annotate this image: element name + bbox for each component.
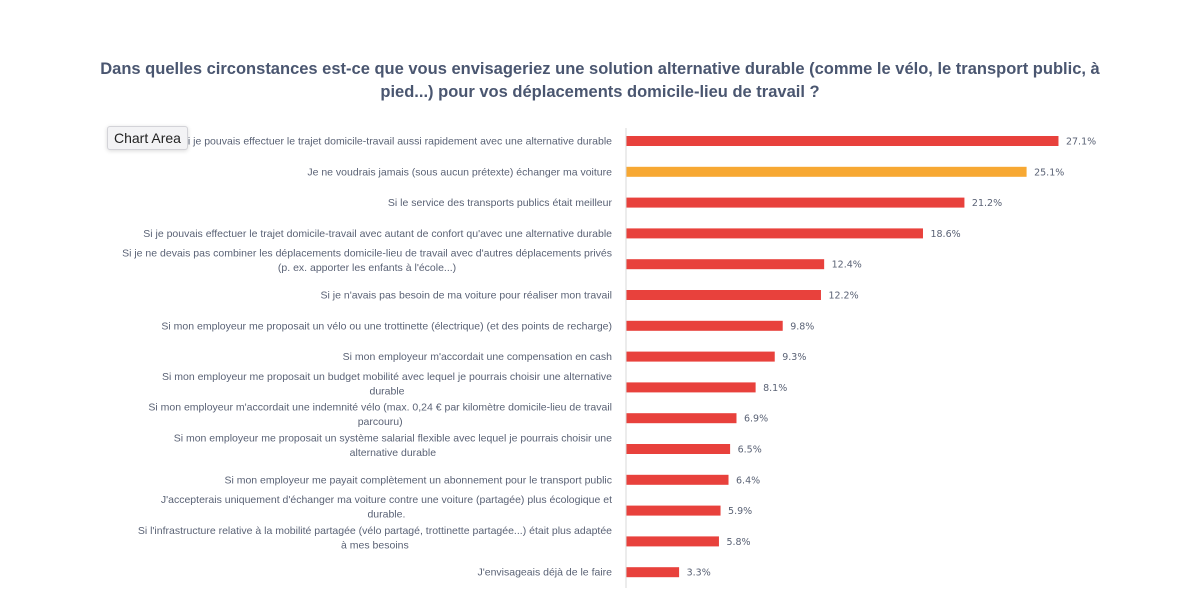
data-label: 18.6% bbox=[930, 229, 960, 240]
data-label: 6.4% bbox=[736, 475, 760, 486]
category-label: J'envisageais déjà de le faire bbox=[477, 567, 612, 579]
bar bbox=[626, 228, 923, 239]
bar bbox=[626, 197, 965, 208]
bar bbox=[626, 567, 680, 578]
category-label-line: Si mon employeur me payait complètement … bbox=[224, 474, 612, 486]
category-label: Si l'infrastructure relative à la mobili… bbox=[138, 525, 612, 552]
bar bbox=[626, 382, 756, 393]
category-label: J'accepterais uniquement d'échanger ma v… bbox=[161, 494, 612, 520]
data-label: 21.2% bbox=[972, 198, 1002, 209]
bar bbox=[626, 351, 775, 362]
category-label: Si le service des transports publics éta… bbox=[388, 197, 613, 209]
category-label: Si mon employeur me payait complètement … bbox=[224, 474, 612, 486]
category-label-line: Je ne voudrais jamais (sous aucun prétex… bbox=[307, 166, 612, 178]
category-label: Si je pouvais effectuer le trajet domici… bbox=[181, 136, 612, 148]
category-label: Si mon employeur m'accordait une compens… bbox=[343, 351, 612, 363]
category-label: Si je n'avais pas besoin de ma voiture p… bbox=[321, 290, 612, 302]
bar bbox=[626, 136, 1059, 146]
bar bbox=[626, 505, 721, 516]
category-label-line: Si je pouvais effectuer le trajet domici… bbox=[143, 228, 612, 240]
category-label-line: Si mon employeur me proposait un vélo ou… bbox=[161, 320, 612, 332]
category-label-line: Si mon employeur me proposait un système… bbox=[174, 433, 612, 445]
category-label: Si mon employeur me proposait un système… bbox=[174, 433, 612, 460]
data-label: 12.2% bbox=[828, 291, 858, 302]
category-label: Si mon employeur m'accordait une indemni… bbox=[148, 402, 612, 429]
category-label-line: Si le service des transports publics éta… bbox=[388, 197, 613, 209]
bar bbox=[626, 166, 1027, 177]
category-label: Je ne voudrais jamais (sous aucun prétex… bbox=[307, 166, 612, 178]
bar bbox=[626, 474, 729, 485]
category-label-line: J'envisageais déjà de le faire bbox=[477, 567, 612, 579]
category-label-line: Si je n'avais pas besoin de ma voiture p… bbox=[321, 290, 612, 302]
chart-title: Dans quelles circonstances est-ce que vo… bbox=[100, 60, 1100, 101]
category-label: Si mon employeur me proposait un vélo ou… bbox=[161, 320, 612, 332]
data-label: 3.3% bbox=[687, 568, 711, 579]
category-label: Si je pouvais effectuer le trajet domici… bbox=[143, 228, 612, 240]
data-label: 6.5% bbox=[738, 445, 762, 456]
data-label: 9.3% bbox=[782, 352, 806, 363]
category-label-line: Si je ne devais pas combiner les déplace… bbox=[122, 248, 612, 260]
bar bbox=[626, 320, 783, 331]
category-label: Si mon employeur me proposait un budget … bbox=[162, 371, 612, 398]
category-label-line: J'accepterais uniquement d'échanger ma v… bbox=[161, 494, 612, 506]
bar bbox=[626, 259, 825, 270]
category-label-line: parcouru) bbox=[358, 416, 403, 428]
data-label: 5.8% bbox=[726, 537, 750, 548]
bar bbox=[626, 536, 719, 547]
data-label: 27.1% bbox=[1066, 137, 1096, 148]
category-label-line: à mes besoins bbox=[341, 539, 409, 551]
bar bbox=[626, 290, 821, 300]
data-label: 6.9% bbox=[744, 414, 768, 425]
data-label: 9.8% bbox=[790, 321, 814, 332]
data-label: 25.1% bbox=[1034, 167, 1064, 178]
category-label-line: Si je pouvais effectuer le trajet domici… bbox=[181, 136, 612, 148]
chart-area-tooltip: Chart Area bbox=[107, 126, 188, 150]
category-label-line: Si mon employeur m'accordait une indemni… bbox=[148, 402, 612, 414]
category-label: Si je ne devais pas combiner les déplace… bbox=[122, 248, 612, 275]
data-label: 8.1% bbox=[763, 383, 787, 394]
data-label: 12.4% bbox=[832, 260, 862, 271]
category-label-line: (p. ex. apporter les enfants à l'école..… bbox=[278, 262, 456, 274]
bar bbox=[626, 413, 737, 424]
category-label-line: Si l'infrastructure relative à la mobili… bbox=[138, 525, 612, 537]
data-label: 5.9% bbox=[728, 506, 752, 517]
category-label-line: Si mon employeur m'accordait une compens… bbox=[343, 351, 612, 363]
category-label-line: alternative durable bbox=[350, 447, 437, 459]
category-label-line: durable. bbox=[367, 509, 405, 521]
bar bbox=[626, 444, 731, 454]
category-label-line: durable bbox=[369, 385, 404, 397]
category-label-line: Si mon employeur me proposait un budget … bbox=[162, 371, 612, 383]
